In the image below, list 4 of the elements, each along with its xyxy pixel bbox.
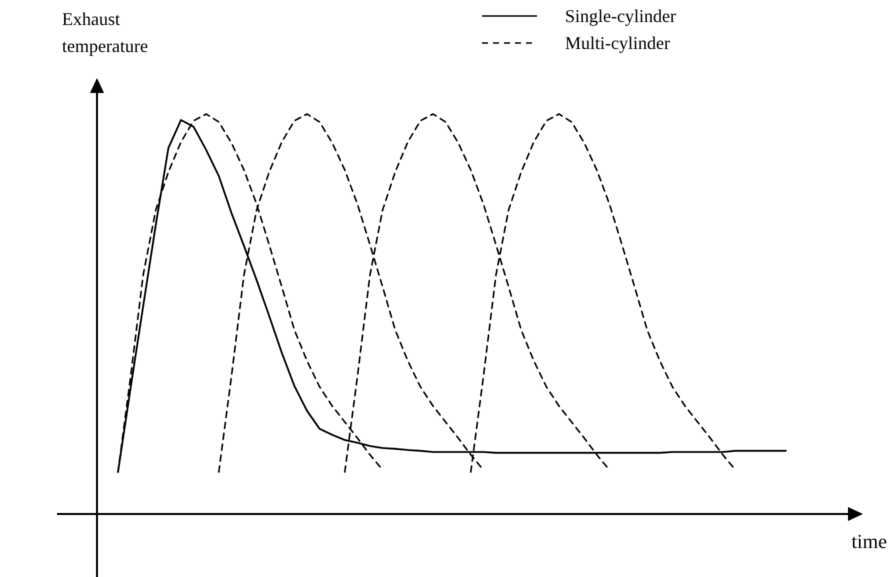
y-axis-title: Exhaust temperature	[62, 9, 148, 56]
legend-label: Single-cylinder	[565, 6, 676, 26]
x-axis-title: time	[851, 531, 888, 553]
legend-label: Multi-cylinder	[565, 33, 670, 53]
